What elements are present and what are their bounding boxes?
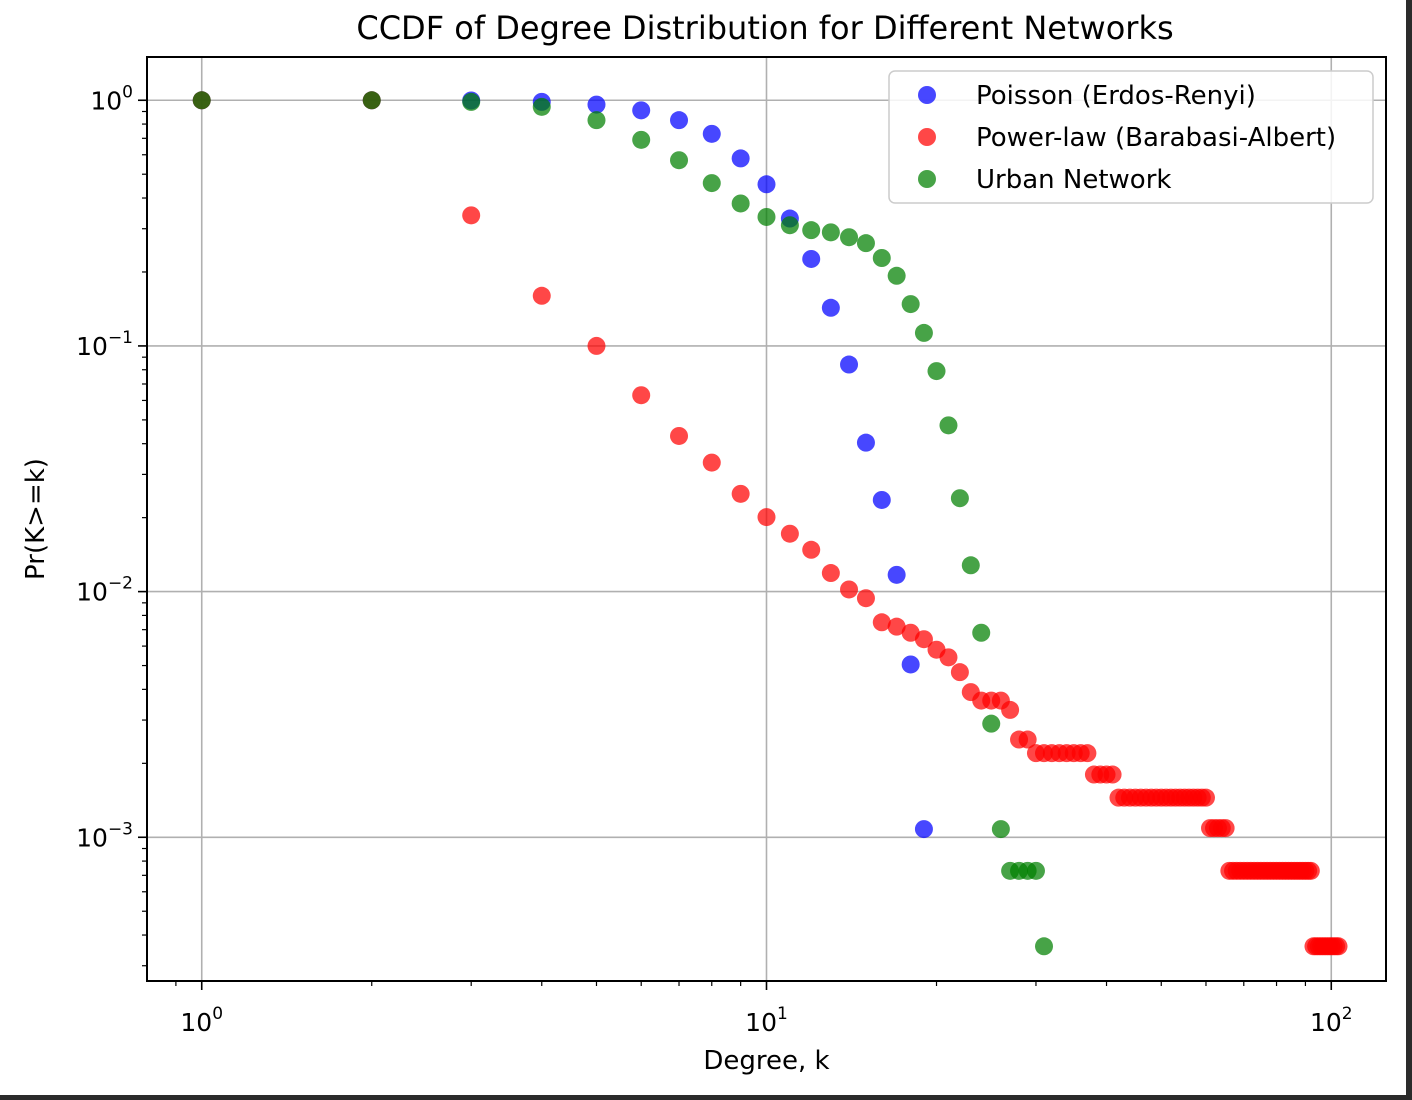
data-point	[532, 286, 551, 305]
data-point	[887, 617, 906, 636]
series-3	[192, 91, 1054, 956]
data-point	[1035, 937, 1054, 956]
data-point	[914, 630, 933, 649]
data-point	[939, 648, 958, 667]
data-point	[991, 820, 1010, 839]
legend-marker	[918, 170, 936, 188]
data-point	[1216, 819, 1235, 838]
data-point	[632, 130, 651, 149]
data-point	[587, 95, 606, 114]
data-point	[840, 580, 859, 599]
data-point	[840, 228, 859, 247]
data-point	[362, 91, 381, 110]
data-point	[462, 92, 481, 111]
data-point	[702, 453, 721, 472]
data-point	[856, 234, 875, 253]
data-point	[927, 362, 946, 381]
data-point	[1103, 765, 1122, 784]
legend-label: Poisson (Erdos-Renyi)	[976, 81, 1256, 111]
data-point	[872, 613, 891, 632]
x-tick-label: 100	[180, 1004, 223, 1037]
data-point	[950, 489, 969, 508]
data-point	[961, 556, 980, 575]
legend-label: Urban Network	[976, 165, 1171, 195]
data-point	[587, 336, 606, 355]
data-point	[1329, 937, 1348, 956]
data-point	[856, 589, 875, 608]
x-tick-label: 102	[1310, 1004, 1353, 1037]
legend-label: Power-law (Barabasi-Albert)	[976, 123, 1336, 153]
data-point	[914, 323, 933, 342]
data-point	[840, 355, 859, 374]
data-point	[632, 386, 651, 405]
window-edge	[1406, 0, 1412, 1100]
data-point	[731, 484, 750, 503]
data-point	[632, 101, 651, 120]
data-point	[821, 298, 840, 317]
y-axis-label: Pr(K>=k)	[21, 458, 51, 580]
data-point	[670, 151, 689, 170]
data-point	[901, 295, 920, 314]
data-point	[1301, 861, 1320, 880]
data-point	[731, 149, 750, 168]
series-2	[192, 91, 1348, 956]
data-point	[887, 565, 906, 584]
y-tick-label: 10−1	[76, 328, 133, 361]
data-point	[887, 266, 906, 285]
data-point	[982, 714, 1001, 733]
data-point	[1078, 744, 1097, 763]
y-tick-label: 100	[90, 82, 133, 115]
data-point	[462, 206, 481, 225]
data-point	[1196, 788, 1215, 807]
legend-marker	[918, 86, 936, 104]
axis-ticks: 100 101 102 100 10−1 10−2 10−3	[76, 82, 1352, 1037]
data-point	[780, 524, 799, 543]
data-point	[532, 97, 551, 116]
data-point	[1018, 730, 1037, 749]
x-tick-label: 101	[745, 1004, 788, 1037]
data-point	[587, 111, 606, 130]
legend: Poisson (Erdos-Renyi) Power-law (Barabasi…	[888, 70, 1374, 204]
data-point	[856, 433, 875, 452]
data-point	[702, 174, 721, 193]
data-point	[939, 416, 958, 435]
data-point	[702, 124, 721, 143]
series-1	[192, 91, 933, 839]
minor-ticks	[142, 110, 1307, 986]
data-point	[780, 216, 799, 235]
data-point	[872, 248, 891, 267]
data-point	[821, 564, 840, 583]
window-edge	[0, 1095, 1412, 1100]
legend-marker	[918, 128, 936, 146]
chart-title: CCDF of Degree Distribution for Differen…	[356, 9, 1173, 47]
data-points	[192, 91, 1348, 956]
y-tick-label: 10−3	[76, 819, 133, 852]
data-point	[757, 207, 776, 226]
data-point	[192, 91, 211, 110]
data-point	[914, 820, 933, 839]
data-point	[1001, 700, 1020, 719]
data-point	[872, 490, 891, 509]
data-point	[802, 221, 821, 240]
data-point	[670, 111, 689, 130]
data-point	[802, 249, 821, 268]
data-point	[670, 426, 689, 445]
data-point	[950, 663, 969, 682]
data-point	[972, 623, 991, 642]
x-axis-label: Degree, k	[703, 1046, 829, 1076]
data-point	[821, 223, 840, 242]
data-point	[802, 540, 821, 559]
data-point	[757, 508, 776, 527]
data-point	[1026, 861, 1045, 880]
data-point	[731, 194, 750, 213]
y-tick-label: 10−2	[76, 574, 133, 607]
legend-box	[888, 70, 1374, 204]
data-point	[757, 175, 776, 194]
data-point	[901, 655, 920, 674]
